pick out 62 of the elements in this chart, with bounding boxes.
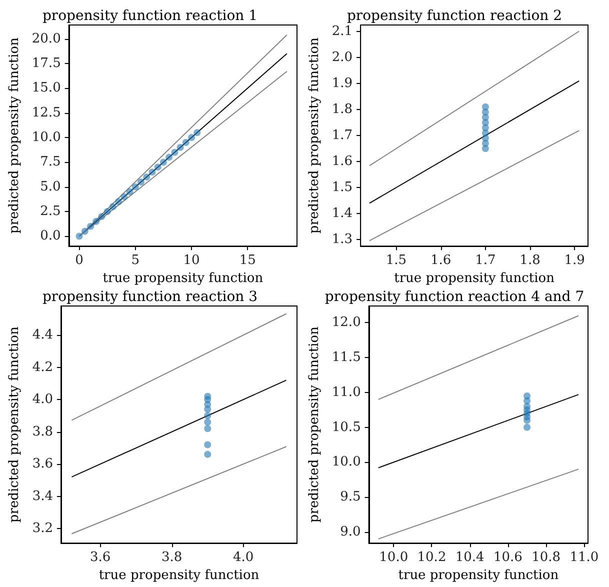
y-tick-label: 0.0 (40, 228, 61, 244)
x-tick-label: 10 (183, 253, 200, 268)
y-tick-label: 4.2 (32, 360, 53, 375)
x-tick-label: 0 (75, 253, 84, 268)
y-tick-label: 2.1 (332, 24, 353, 40)
y-tick-label: 11.0 (332, 384, 361, 400)
y-axis-title: predicted propensity function (7, 36, 22, 234)
y-tick-label: 3.4 (32, 488, 53, 504)
x-tick-label: 1.6 (430, 253, 452, 268)
y-tick-label: 1.3 (332, 232, 353, 248)
y-tick-label: 15.0 (32, 80, 61, 96)
y-tick-label: 3.6 (32, 456, 53, 472)
x-axis-title: true propensity function (398, 568, 560, 583)
x-tick-label: 3.6 (90, 550, 111, 566)
y-tick-label: 9.5 (340, 490, 361, 505)
chart-title: propensity function reaction 2 (346, 8, 562, 24)
y-tick-label: 1.7 (332, 128, 353, 144)
y-tick-label: 3.8 (32, 424, 53, 440)
x-tick-label: 11.0 (570, 550, 599, 566)
y-tick-label: 17.5 (32, 56, 61, 71)
y-tick-label: 1.6 (332, 154, 353, 170)
y-tick-label: 1.8 (332, 102, 353, 118)
x-tick-label: 10.0 (379, 550, 408, 566)
y-tick-label: 1.9 (332, 76, 353, 92)
chart-title: propensity function reaction 1 (42, 8, 258, 24)
y-tick-label: 20.0 (32, 31, 61, 46)
y-tick-label: 4.4 (32, 328, 53, 343)
x-tick-label: 10.8 (532, 550, 561, 566)
x-tick-label: 10.4 (455, 550, 484, 566)
y-tick-label: 10.0 (32, 130, 61, 146)
y-tick-label: 1.5 (332, 180, 353, 196)
y-tick-label: 12.5 (32, 105, 61, 120)
x-tick-label: 10.2 (417, 550, 446, 566)
x-axis-title: true propensity function (394, 271, 556, 286)
y-axis-title: predicted propensity function (307, 36, 322, 234)
x-tick-label: 4.0 (233, 550, 254, 566)
y-tick-label: 3.2 (32, 521, 53, 536)
x-tick-label: 1.5 (386, 253, 407, 268)
x-tick-label: 1.9 (564, 253, 585, 268)
x-tick-label: 5 (131, 253, 140, 268)
x-tick-label: 10.6 (493, 550, 522, 566)
y-tick-label: 5.0 (40, 179, 61, 194)
y-tick-label: 10.5 (332, 420, 361, 435)
y-tick-label: 11.5 (332, 350, 361, 366)
y-tick-label: 10.0 (332, 454, 361, 470)
chart-title: propensity function reaction 4 and 7 (324, 289, 584, 305)
x-axis-title: true propensity function (98, 568, 260, 583)
y-axis-title: predicted propensity function (307, 326, 322, 523)
x-tick-label: 1.7 (475, 253, 496, 268)
x-axis-title: true propensity function (102, 271, 264, 286)
chart-title: propensity function reaction 3 (42, 289, 258, 305)
y-tick-label: 9.0 (340, 524, 361, 540)
y-tick-label: 2.5 (40, 204, 61, 220)
x-tick-label: 3.8 (162, 550, 182, 566)
x-tick-label: 1.8 (520, 253, 540, 268)
y-tick-label: 12.0 (332, 315, 361, 330)
x-tick-label: 15 (239, 253, 256, 268)
y-tick-label: 7.5 (40, 154, 61, 170)
y-tick-label: 4.0 (32, 392, 53, 408)
y-tick-label: 2.0 (332, 50, 353, 66)
y-axis-title: predicted propensity function (7, 326, 22, 523)
y-tick-label: 1.4 (332, 206, 353, 222)
